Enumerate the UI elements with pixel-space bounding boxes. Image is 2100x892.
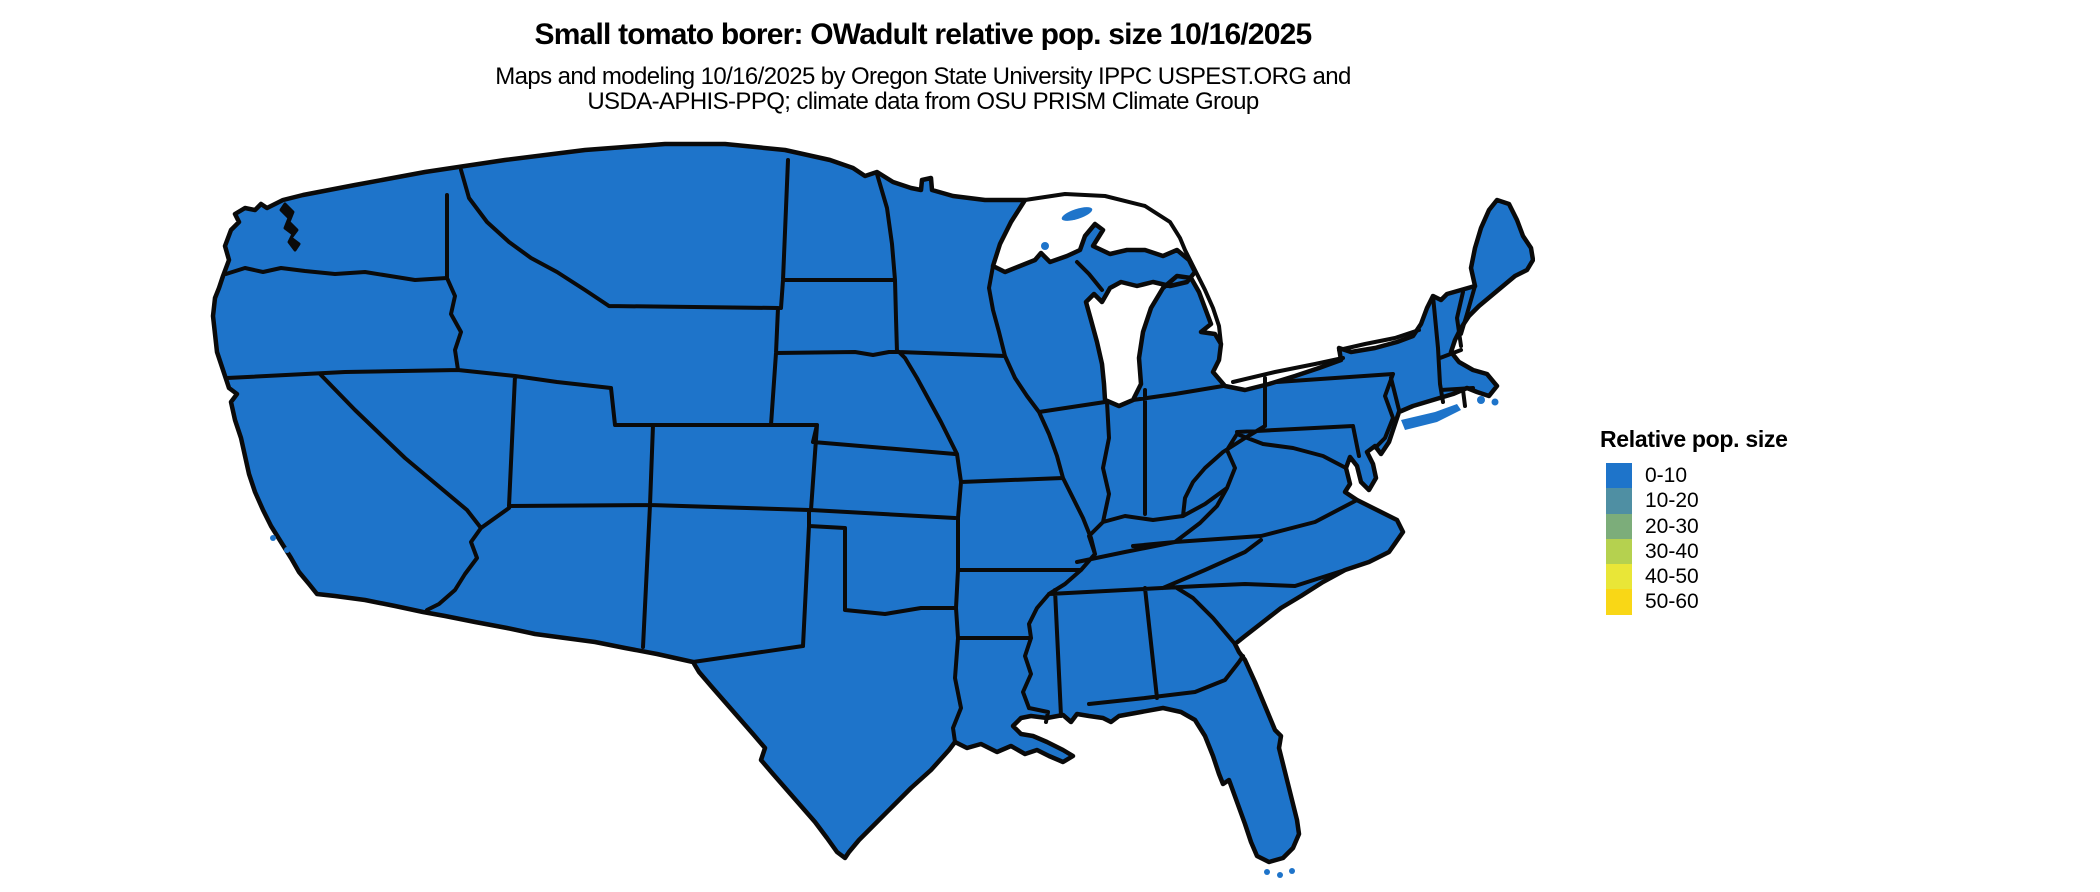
florida-keys <box>1289 868 1295 874</box>
state-borders <box>224 158 1477 744</box>
florida-keys <box>1264 869 1270 875</box>
map-legend: Relative pop. size 0-10 10-20 20-30 30-40 40… <box>1600 426 1788 615</box>
legend-label: 50-60 <box>1645 590 1699 614</box>
puget-sound <box>279 202 301 252</box>
legend-title: Relative pop. size <box>1600 426 1788 452</box>
map-subtitle: Maps and modeling 10/16/2025 by Oregon S… <box>0 64 1846 114</box>
subtitle-line-1: Maps and modeling 10/16/2025 by Oregon S… <box>495 63 1351 90</box>
long-island <box>1401 404 1461 430</box>
legend-swatch-0-10 <box>1606 463 1632 489</box>
us-map-svg <box>210 141 1535 878</box>
us-map <box>205 138 1535 883</box>
channel-islands <box>284 547 290 553</box>
page-title: Small tomato borer: OWadult relative pop… <box>534 18 1313 51</box>
legend-swatch-20-30 <box>1606 513 1632 539</box>
subtitle-line-2: USDA-APHIS-PPQ; climate data from OSU PR… <box>587 88 1259 115</box>
legend-item: 40-50 <box>1606 564 1788 590</box>
nantucket-island <box>1491 398 1499 406</box>
legend-rows: 0-10 10-20 20-30 30-40 40-50 50-60 <box>1606 463 1788 615</box>
legend-item: 30-40 <box>1606 538 1788 565</box>
apostle-islands <box>1041 242 1049 250</box>
legend-swatch-50-60 <box>1606 589 1632 615</box>
legend-swatch-40-50 <box>1606 564 1632 590</box>
legend-label: 10-20 <box>1645 489 1699 513</box>
legend-swatch-30-40 <box>1606 538 1632 565</box>
channel-islands <box>270 535 276 541</box>
legend-label: 30-40 <box>1645 539 1699 563</box>
florida-keys <box>1277 872 1283 878</box>
us-landmass <box>210 141 1535 865</box>
great-lakes-border <box>1023 192 1421 384</box>
legend-item: 0-10 <box>1606 463 1788 489</box>
legend-label: 40-50 <box>1645 565 1699 589</box>
legend-item: 10-20 <box>1606 488 1788 514</box>
map-header: Small tomato borer: OWadult relative pop… <box>0 0 1846 114</box>
legend-swatch-10-20 <box>1606 488 1632 514</box>
legend-item: 20-30 <box>1606 513 1788 539</box>
isle-royale-island <box>1061 207 1093 221</box>
marthas-vineyard-island <box>1477 396 1485 404</box>
legend-item: 50-60 <box>1606 589 1788 615</box>
legend-label: 0-10 <box>1645 464 1688 487</box>
legend-label: 20-30 <box>1645 514 1699 538</box>
